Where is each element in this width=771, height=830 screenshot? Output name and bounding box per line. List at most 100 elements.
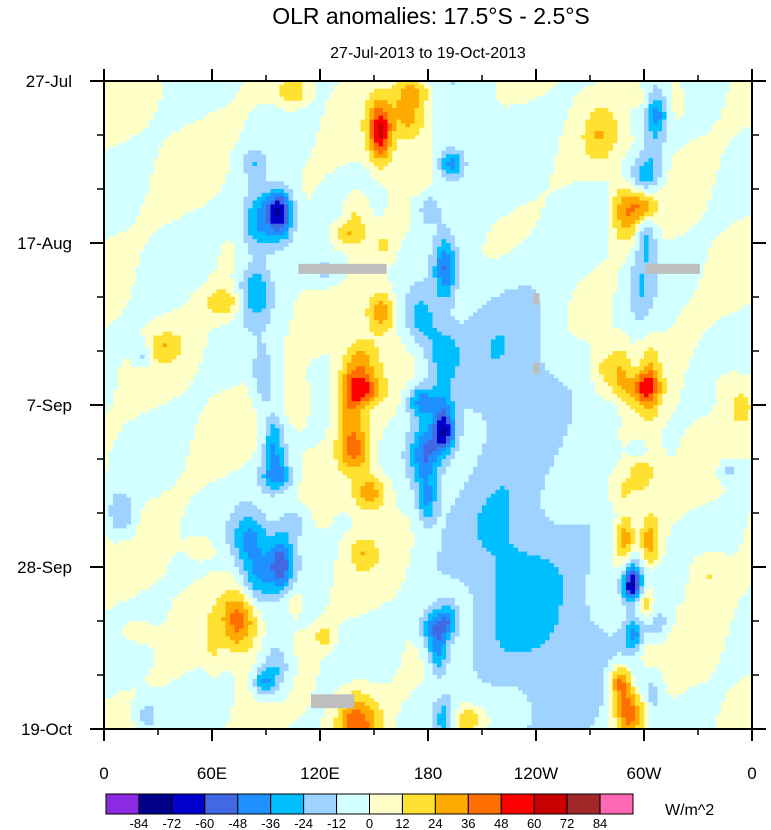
heatmap-cell	[446, 412, 451, 417]
heatmap-cell	[270, 424, 276, 429]
heatmap-cell	[266, 455, 271, 460]
heatmap-cell	[432, 158, 438, 163]
heatmap-cell	[338, 628, 420, 633]
chart-subtitle: 27-Jul-2013 to 19-Oct-2013	[330, 45, 526, 62]
heatmap-cell	[396, 316, 406, 321]
heatmap-cell	[594, 131, 604, 136]
heatmap-cell	[243, 127, 321, 132]
heatmap-cell	[104, 235, 109, 240]
heatmap-cell	[657, 277, 699, 282]
heatmap-cell	[527, 725, 591, 730]
heatmap-cell	[450, 254, 456, 259]
heatmap-cell	[572, 401, 613, 406]
heatmap-cell	[261, 474, 267, 479]
heatmap-cell	[734, 617, 753, 622]
heatmap-cell	[243, 277, 249, 282]
heatmap-cell	[419, 192, 541, 198]
heatmap-cell	[288, 204, 294, 209]
heatmap-cell	[428, 617, 433, 622]
heatmap-cell	[351, 385, 370, 390]
heatmap-cell	[288, 478, 294, 483]
heatmap-cell	[486, 435, 564, 441]
heatmap-cell	[275, 532, 289, 537]
heatmap-cell	[648, 250, 658, 255]
heatmap-cell	[396, 297, 406, 302]
heatmap-cell	[657, 385, 663, 390]
heatmap-cell	[590, 540, 613, 545]
colorbar-swatch	[204, 793, 239, 815]
heatmap-cell	[428, 362, 438, 367]
heatmap-cell	[153, 343, 163, 348]
heatmap-cell	[248, 686, 258, 691]
heatmap-cell	[648, 547, 654, 552]
heatmap-cell	[635, 312, 649, 317]
heatmap-cell	[666, 131, 708, 136]
heatmap-cell	[477, 462, 555, 468]
heatmap-cell	[356, 432, 366, 437]
heatmap-cell	[302, 520, 316, 525]
heatmap-cell	[455, 266, 460, 271]
heatmap-cell	[639, 648, 645, 653]
heatmap-cell	[455, 300, 487, 306]
heatmap-cell	[405, 570, 442, 576]
heatmap-cell	[639, 412, 658, 417]
heatmap-cell	[410, 378, 424, 383]
heatmap-cell	[392, 416, 411, 421]
heatmap-cell	[473, 594, 496, 599]
heatmap-cell	[657, 293, 694, 298]
heatmap-cell	[644, 551, 658, 556]
heatmap-cell	[455, 297, 492, 302]
heatmap-cell	[405, 312, 415, 317]
heatmap-cell	[401, 509, 420, 514]
heatmap-cell	[644, 88, 654, 93]
heatmap-cell	[243, 200, 253, 205]
heatmap-cell	[234, 509, 262, 514]
heatmap-cell	[270, 447, 276, 452]
heatmap-cell	[612, 312, 636, 317]
heatmap-cell	[135, 690, 235, 695]
heatmap-cell	[621, 578, 627, 583]
heatmap-cell	[257, 667, 267, 672]
heatmap-cell	[266, 208, 271, 213]
heatmap-cell	[275, 289, 303, 294]
heatmap-cell	[369, 362, 384, 367]
heatmap-cell	[257, 470, 267, 475]
heatmap-cell	[653, 162, 663, 167]
heatmap-cell	[414, 497, 420, 502]
heatmap-cell	[590, 115, 613, 120]
heatmap-cell	[446, 416, 451, 421]
heatmap-cell	[428, 628, 433, 633]
heatmap-cell	[275, 559, 289, 564]
heatmap-cell	[536, 297, 573, 302]
heatmap-cell	[279, 227, 289, 232]
heatmap-cell	[432, 721, 438, 726]
heatmap-cell	[648, 347, 654, 352]
heatmap-cell	[455, 235, 487, 240]
heatmap-cell	[644, 293, 658, 298]
heatmap-cell	[347, 374, 370, 379]
heatmap-cell	[531, 717, 595, 722]
heatmap-cell	[113, 443, 190, 448]
heatmap-cell	[216, 289, 226, 294]
heatmap-cell	[432, 339, 456, 344]
heatmap-cell	[383, 115, 388, 120]
heatmap-cell	[104, 162, 154, 167]
heatmap-cell	[369, 378, 379, 383]
heatmap-cell	[104, 675, 145, 680]
heatmap-cell	[306, 378, 330, 383]
heatmap-cell	[603, 135, 618, 140]
heatmap-cell	[405, 405, 411, 410]
heatmap-cell	[365, 497, 375, 502]
heatmap-cell	[644, 239, 649, 244]
heatmap-cell	[473, 655, 613, 660]
heatmap-cell	[626, 582, 631, 587]
heatmap-cell	[401, 246, 433, 252]
heatmap-cell	[626, 586, 636, 591]
heatmap-cell	[495, 597, 564, 603]
heatmap-cell	[342, 447, 348, 452]
heatmap-cell	[585, 131, 595, 136]
heatmap-cell	[275, 227, 280, 232]
heatmap-cell	[257, 196, 267, 201]
colorbar-level-label: 48	[494, 816, 508, 830]
heatmap-cell	[437, 204, 519, 209]
